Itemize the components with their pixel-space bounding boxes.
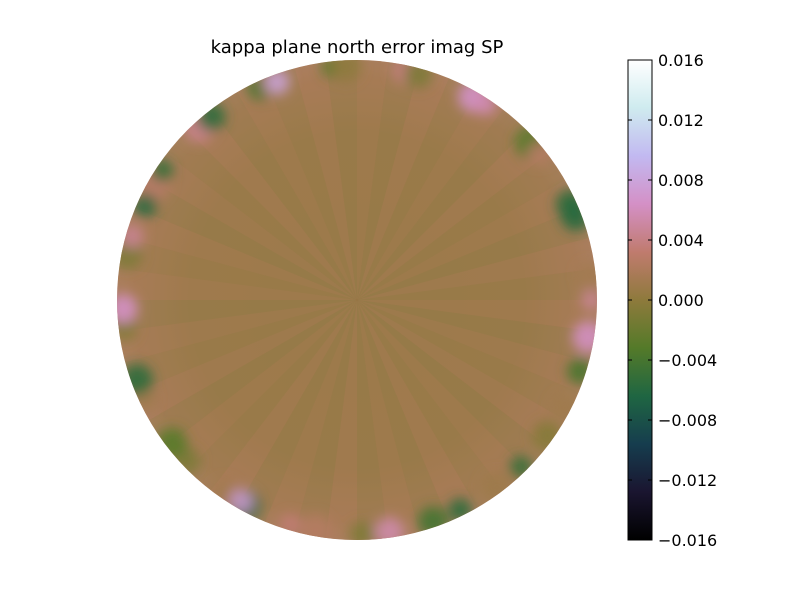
colorbar-tick-label: 0.008	[658, 171, 704, 190]
edge-blob	[197, 102, 226, 132]
colorbar-tick-label: −0.016	[658, 531, 717, 550]
heatmap-sector	[135, 180, 357, 300]
heatmap-sector	[357, 68, 449, 301]
colorbar-tick-label: −0.012	[658, 471, 717, 490]
heatmap-sector	[357, 208, 589, 300]
heatmap-sector	[357, 300, 477, 522]
edge-blob	[299, 514, 332, 540]
heatmap-sector	[265, 300, 357, 532]
heatmap-sector	[357, 60, 389, 300]
heatmap-sector	[210, 92, 357, 300]
heatmap-sector	[357, 300, 420, 538]
heatmap-sector	[357, 153, 565, 300]
edge-blob	[156, 427, 188, 459]
edge-blob	[561, 202, 591, 232]
colorbar-ticks: 0.016 0.012 0.008 0.004 0.000 −0.004 −0.008 −0.…	[628, 51, 717, 550]
heatmap-sector	[325, 60, 357, 300]
heatmap-sector	[357, 78, 477, 300]
heatmap-sector	[117, 268, 357, 300]
edge-highlight	[265, 70, 290, 95]
heatmap-sector	[187, 109, 357, 300]
heatmap-sector	[357, 300, 527, 491]
edge-blob	[119, 224, 144, 249]
edge-blob	[480, 471, 513, 504]
edge-highlight	[229, 489, 254, 514]
heatmap-sector	[210, 300, 357, 508]
heatmap-sector	[119, 237, 358, 300]
heatmap-sector	[357, 300, 589, 392]
heatmap-sector	[149, 300, 357, 447]
heatmap-sector	[237, 300, 357, 522]
heatmap-sector	[357, 130, 548, 300]
heatmap-sector	[357, 180, 579, 300]
edge-blob	[581, 290, 597, 310]
colorbar-tick-label: 0.016	[658, 51, 704, 70]
edge-blob	[150, 159, 174, 182]
edge-blob	[509, 455, 533, 479]
edge-blob	[527, 141, 552, 166]
edge-blob	[374, 517, 404, 540]
heatmap-sector	[357, 300, 595, 363]
heatmap-sector	[357, 109, 527, 300]
edge-blob	[473, 92, 497, 116]
heatmap-sector	[125, 208, 358, 300]
heatmap-sector	[166, 300, 357, 470]
heatmap-sector	[357, 300, 597, 332]
edge-blob	[448, 498, 473, 522]
heatmap-sector	[125, 300, 358, 392]
heatmap-sector	[294, 62, 357, 300]
colorbar-tick-label: 0.000	[658, 291, 704, 310]
heatmap-sector	[294, 300, 357, 538]
edge-blob	[117, 294, 138, 324]
heatmap-sector	[357, 300, 449, 532]
edge-blob	[330, 60, 362, 83]
heatmap-sector	[119, 300, 358, 363]
edge-blob	[550, 393, 579, 422]
edge-blob	[577, 262, 597, 288]
edge-blob	[121, 363, 153, 396]
heatmap-sector	[187, 300, 357, 491]
heatmap-texture	[117, 60, 597, 540]
edge-blob	[349, 521, 375, 540]
heatmap-sector	[237, 78, 357, 300]
heatmap-sector	[357, 92, 504, 300]
heatmap-sector	[149, 153, 357, 300]
edge-blob	[566, 358, 593, 385]
heatmap-sector	[357, 268, 597, 300]
colorbar-tick-label: 0.004	[658, 231, 704, 250]
plot-area	[117, 60, 597, 540]
colorbar-tick-label: 0.012	[658, 111, 704, 130]
heatmap-sector	[166, 130, 357, 300]
heatmap-sector	[357, 237, 595, 300]
colorbar-tick-label: −0.004	[658, 351, 717, 370]
colorbar-tick-label: −0.008	[658, 411, 717, 430]
edge-highlight	[133, 193, 158, 218]
heatmap-sector	[357, 300, 389, 540]
heatmap-sector	[135, 300, 357, 420]
edge-blob	[417, 506, 448, 537]
heatmap-sector	[357, 300, 504, 508]
heatmap-sector	[265, 68, 357, 301]
heatmap-sector	[357, 300, 548, 470]
heatmap-sector	[117, 300, 357, 332]
edge-blob	[532, 420, 563, 452]
heatmap-sector	[357, 62, 420, 300]
heatmap-sector	[357, 300, 579, 420]
edge-blob	[404, 60, 433, 89]
edge-blob	[572, 321, 597, 353]
colorbar: 0.016 0.012 0.008 0.004 0.000 −0.004 −0.008 −0.…	[627, 51, 717, 550]
heatmap-sector	[325, 300, 357, 540]
chart-title: kappa plane north error imag SP	[211, 37, 504, 58]
heatmap-disk	[117, 60, 597, 540]
edge-blob	[279, 513, 301, 535]
heatmap-sector	[357, 300, 565, 447]
